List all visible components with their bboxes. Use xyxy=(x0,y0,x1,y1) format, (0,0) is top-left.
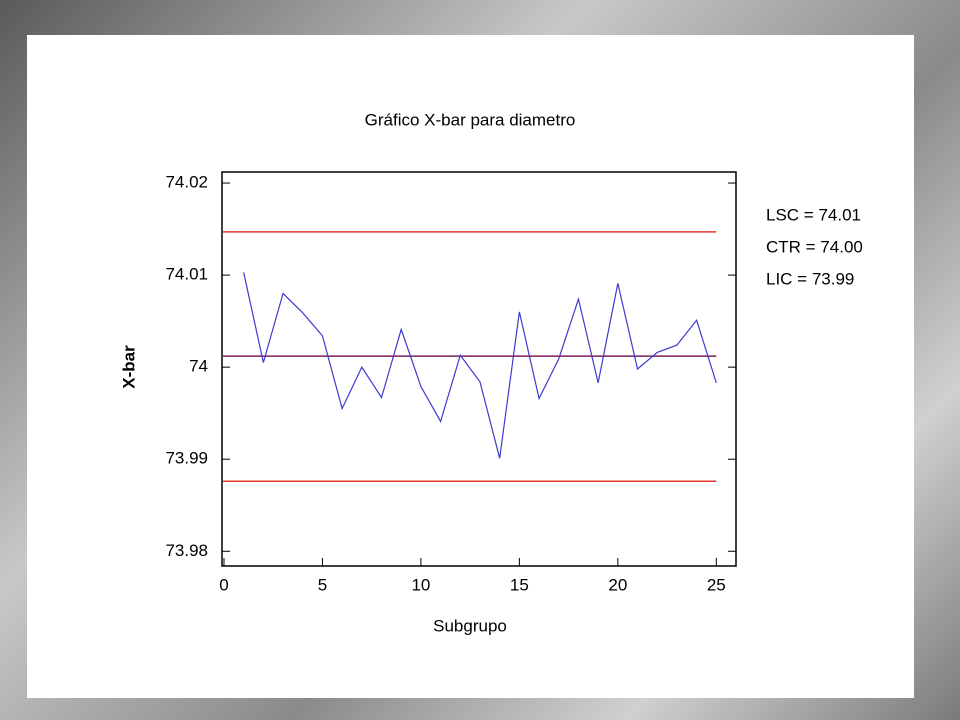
data-line xyxy=(243,272,717,459)
y-tick-label: 74.02 xyxy=(165,173,208,192)
x-tick-label: 20 xyxy=(608,575,627,594)
x-tick-label: 0 xyxy=(219,575,228,594)
y-tick-label: 73.98 xyxy=(165,541,208,560)
x-tick-label: 10 xyxy=(411,575,430,594)
chart-title: Gráfico X-bar para diametro xyxy=(365,110,576,129)
x-axis-label: Subgrupo xyxy=(433,616,507,635)
y-tick-label: 74.01 xyxy=(165,265,208,284)
control-line-label: CTR = 74.00 xyxy=(766,237,863,256)
x-tick-label: 25 xyxy=(707,575,726,594)
x-tick-label: 15 xyxy=(510,575,529,594)
y-axis-label: X-bar xyxy=(119,345,138,389)
panel xyxy=(27,35,914,698)
control-line-label: LIC = 73.99 xyxy=(766,269,854,288)
y-tick-label: 73.99 xyxy=(165,449,208,468)
control-line-label: LSC = 74.01 xyxy=(766,205,861,224)
x-tick-label: 5 xyxy=(318,575,327,594)
plot-frame xyxy=(221,171,737,567)
y-tick-label: 74 xyxy=(189,357,208,376)
